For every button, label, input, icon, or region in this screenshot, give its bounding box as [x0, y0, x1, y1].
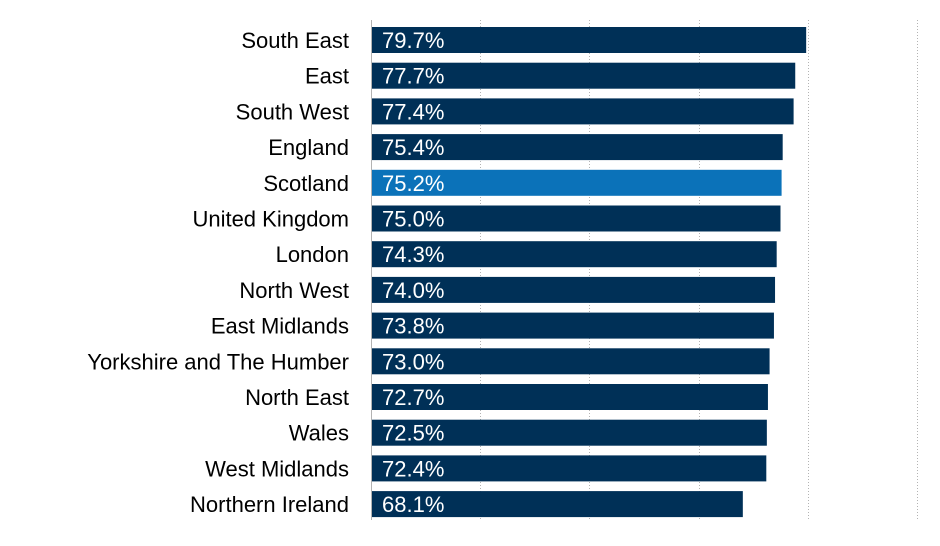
- category-label: England: [268, 135, 349, 160]
- labels: 79.7% South East 77.7% East 77.4% South West 7…: [87, 28, 444, 517]
- category-label: Scotland: [263, 171, 349, 196]
- category-label: East: [305, 64, 349, 89]
- bar: [372, 348, 770, 375]
- gridlines: [371, 20, 918, 520]
- data-label: 79.7%: [382, 28, 444, 53]
- data-label: 68.1%: [382, 492, 444, 517]
- data-label: 72.5%: [382, 421, 444, 446]
- bar: [372, 27, 807, 53]
- data-label: 77.7%: [382, 64, 444, 89]
- category-label: East Midlands: [211, 314, 349, 339]
- category-label: South East: [241, 28, 349, 53]
- bar: [372, 312, 774, 339]
- data-label: 73.8%: [382, 314, 444, 339]
- category-label: West Midlands: [205, 456, 349, 481]
- category-label: South West: [236, 99, 349, 124]
- category-label: Northern Ireland: [190, 492, 349, 517]
- data-label: 77.4%: [382, 99, 444, 124]
- data-label: 75.2%: [382, 171, 444, 196]
- data-label: 74.3%: [382, 242, 444, 267]
- bar: [372, 384, 768, 410]
- bar: [372, 134, 783, 161]
- category-label: Wales: [289, 421, 349, 446]
- data-label: 74.0%: [382, 278, 444, 303]
- bar: [372, 419, 767, 446]
- data-label: 72.7%: [382, 385, 444, 410]
- bar: [372, 241, 777, 268]
- bar: [372, 455, 767, 482]
- category-label: London: [276, 242, 349, 267]
- bar: [372, 169, 782, 196]
- data-label: 73.0%: [382, 349, 444, 374]
- category-label: North West: [239, 278, 349, 303]
- bar: [372, 98, 794, 125]
- category-label: Yorkshire and The Humber: [87, 349, 349, 374]
- bar: [372, 491, 743, 518]
- bars: [372, 27, 807, 518]
- data-label: 75.4%: [382, 135, 444, 160]
- bar: [372, 205, 781, 232]
- data-label: 72.4%: [382, 456, 444, 481]
- bar: [372, 62, 796, 89]
- category-label: North East: [245, 385, 349, 410]
- category-label: United Kingdom: [192, 207, 349, 232]
- data-label: 75.0%: [382, 207, 444, 232]
- bar: [372, 276, 776, 303]
